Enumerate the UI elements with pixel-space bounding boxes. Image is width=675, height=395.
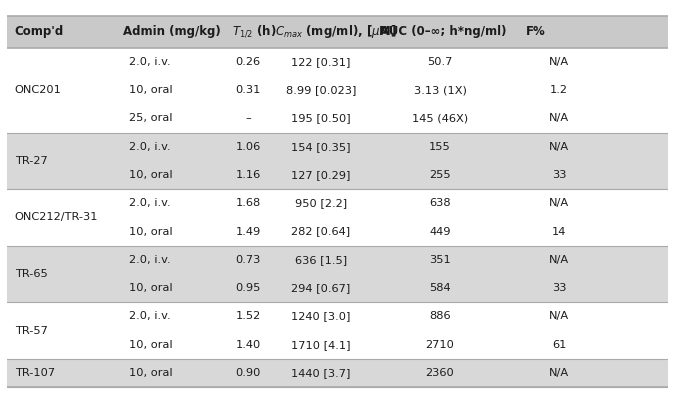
- Text: 10, oral: 10, oral: [129, 368, 173, 378]
- Text: 2.0, i.v.: 2.0, i.v.: [129, 198, 171, 208]
- Text: 10, oral: 10, oral: [129, 170, 173, 180]
- Text: 294 [0.67]: 294 [0.67]: [292, 283, 350, 293]
- Text: 122 [0.31]: 122 [0.31]: [292, 57, 350, 67]
- FancyBboxPatch shape: [7, 133, 668, 189]
- Text: Admin (mg/kg): Admin (mg/kg): [122, 25, 220, 38]
- Text: 351: 351: [429, 255, 451, 265]
- Text: 25, oral: 25, oral: [129, 113, 173, 123]
- Text: 10, oral: 10, oral: [129, 283, 173, 293]
- Text: TR-57: TR-57: [15, 325, 47, 336]
- Text: 1.52: 1.52: [236, 311, 261, 322]
- Text: 2.0, i.v.: 2.0, i.v.: [129, 57, 171, 67]
- Text: 0.31: 0.31: [236, 85, 261, 95]
- Text: 1710 [4.1]: 1710 [4.1]: [291, 340, 351, 350]
- Text: 449: 449: [429, 227, 451, 237]
- Text: 155: 155: [429, 142, 451, 152]
- Text: N/A: N/A: [549, 198, 569, 208]
- Text: 10, oral: 10, oral: [129, 340, 173, 350]
- Text: TR-107: TR-107: [15, 368, 55, 378]
- Text: 1.40: 1.40: [236, 340, 261, 350]
- Text: 1240 [3.0]: 1240 [3.0]: [292, 311, 350, 322]
- Text: 10, oral: 10, oral: [129, 227, 173, 237]
- FancyBboxPatch shape: [7, 359, 668, 387]
- Text: 886: 886: [429, 311, 451, 322]
- Text: 2.0, i.v.: 2.0, i.v.: [129, 311, 171, 322]
- Text: 1.2: 1.2: [550, 85, 568, 95]
- Text: 0.95: 0.95: [236, 283, 261, 293]
- Text: 1.16: 1.16: [236, 170, 261, 180]
- Text: 0.73: 0.73: [236, 255, 261, 265]
- Text: 2360: 2360: [426, 368, 454, 378]
- Text: TR-27: TR-27: [15, 156, 47, 166]
- Text: 282 [0.64]: 282 [0.64]: [292, 227, 350, 237]
- Text: 3.13 (1X): 3.13 (1X): [414, 85, 466, 95]
- FancyBboxPatch shape: [7, 189, 668, 246]
- Text: F%: F%: [526, 25, 546, 38]
- Text: AUC (0–∞; h*ng/ml): AUC (0–∞; h*ng/ml): [381, 25, 507, 38]
- Text: 0.26: 0.26: [236, 57, 261, 67]
- Text: Comp'd: Comp'd: [15, 25, 64, 38]
- Text: ONC201: ONC201: [15, 85, 61, 95]
- Text: N/A: N/A: [549, 368, 569, 378]
- Text: N/A: N/A: [549, 311, 569, 322]
- Text: 154 [0.35]: 154 [0.35]: [291, 142, 351, 152]
- Text: $C_{max}$ (mg/ml), [$\mu$M]: $C_{max}$ (mg/ml), [$\mu$M]: [275, 23, 397, 40]
- Text: ONC212/TR-31: ONC212/TR-31: [15, 213, 98, 222]
- Text: TR-65: TR-65: [15, 269, 47, 279]
- Text: 8.99 [0.023]: 8.99 [0.023]: [286, 85, 356, 95]
- Text: 636 [1.5]: 636 [1.5]: [295, 255, 347, 265]
- Text: 0.90: 0.90: [236, 368, 261, 378]
- Text: 127 [0.29]: 127 [0.29]: [292, 170, 350, 180]
- Text: $T_{1/2}$ (h): $T_{1/2}$ (h): [232, 24, 276, 40]
- Text: 33: 33: [552, 283, 566, 293]
- Text: 195 [0.50]: 195 [0.50]: [291, 113, 351, 123]
- FancyBboxPatch shape: [7, 302, 668, 359]
- Text: 2710: 2710: [426, 340, 454, 350]
- Text: 33: 33: [552, 170, 566, 180]
- Text: 14: 14: [552, 227, 566, 237]
- Text: 1.06: 1.06: [236, 142, 261, 152]
- Text: 255: 255: [429, 170, 451, 180]
- Text: 638: 638: [429, 198, 451, 208]
- FancyBboxPatch shape: [7, 246, 668, 302]
- Text: 2.0, i.v.: 2.0, i.v.: [129, 142, 171, 152]
- Text: 584: 584: [429, 283, 451, 293]
- Text: 145 (46X): 145 (46X): [412, 113, 468, 123]
- Text: N/A: N/A: [549, 57, 569, 67]
- Text: 2.0, i.v.: 2.0, i.v.: [129, 255, 171, 265]
- Text: 1440 [3.7]: 1440 [3.7]: [292, 368, 350, 378]
- Text: 1.49: 1.49: [236, 227, 261, 237]
- Text: N/A: N/A: [549, 142, 569, 152]
- FancyBboxPatch shape: [7, 48, 668, 133]
- Text: –: –: [245, 113, 251, 123]
- Text: 61: 61: [552, 340, 566, 350]
- Text: N/A: N/A: [549, 113, 569, 123]
- FancyBboxPatch shape: [7, 15, 668, 48]
- Text: 950 [2.2]: 950 [2.2]: [295, 198, 347, 208]
- Text: 1.68: 1.68: [236, 198, 261, 208]
- Text: N/A: N/A: [549, 255, 569, 265]
- Text: 50.7: 50.7: [427, 57, 453, 67]
- Text: 10, oral: 10, oral: [129, 85, 173, 95]
